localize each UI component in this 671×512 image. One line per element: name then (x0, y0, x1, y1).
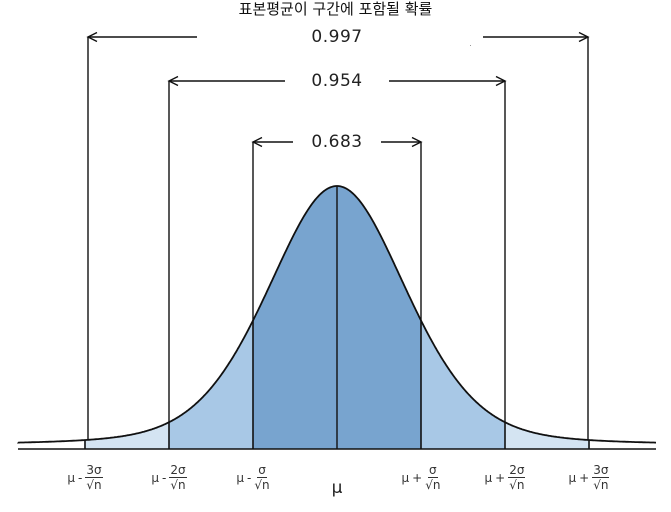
tick-sign: + (495, 471, 506, 485)
stray-dot (470, 45, 471, 46)
tick-numerator: 2σ (508, 463, 526, 478)
interval-arrowhead (578, 31, 590, 43)
tick-sign: - (247, 471, 252, 485)
interval-arrowhead (167, 75, 179, 87)
tick-mu: μ (236, 471, 245, 485)
tick-denominator: √n (425, 478, 441, 492)
tick-denominator: √n (86, 478, 102, 492)
tick-numerator: 3σ (85, 463, 103, 478)
tick-mu-minus-3sigma: μ - 3σ √n (40, 464, 130, 492)
diagram-title: 표본평균이 구간에 포함될 확률 (238, 0, 433, 18)
probability-3-sigma: 0.997 (311, 27, 363, 47)
tick-sign: + (412, 471, 423, 485)
interval-arrowhead (411, 136, 423, 148)
tick-numerator: 3σ (592, 463, 610, 478)
probability-2-sigma: 0.954 (311, 71, 363, 91)
tick-denominator: √n (170, 478, 186, 492)
tick-sign: - (162, 471, 167, 485)
sigma-lines (84, 186, 590, 449)
tick-mu-plus-sigma: μ + σ √n (376, 463, 466, 493)
tick-mu: μ (67, 471, 76, 485)
tick-mu-minus-sigma: μ - σ √n (208, 463, 298, 493)
tick-numerator: 2σ (169, 463, 187, 478)
curve-outline (17, 185, 656, 444)
tick-mu: μ (484, 471, 493, 485)
tick-denominator: √n (254, 478, 270, 492)
interval-arrows (86, 31, 590, 440)
tick-denominator: √n (593, 478, 609, 492)
interval-arrowhead (86, 31, 98, 43)
tick-sign: + (579, 471, 590, 485)
tick-mu: μ (401, 471, 410, 485)
probability-1-sigma: 0.683 (311, 132, 363, 152)
interval-arrowhead (251, 136, 263, 148)
tick-mu: μ (568, 471, 577, 485)
tick-mu-plus-2sigma: μ + 2σ √n (460, 464, 550, 492)
interval-arrowhead (495, 75, 507, 87)
tick-sign: - (78, 471, 83, 485)
tick-denominator: √n (509, 478, 525, 492)
center-mu-label: μ (331, 478, 343, 498)
tick-mu-minus-2sigma: μ - 2σ √n (124, 464, 214, 492)
tick-mu-plus-3sigma: μ + 3σ √n (544, 464, 634, 492)
tick-mu: μ (151, 471, 160, 485)
tick-numerator: σ (428, 463, 438, 478)
tick-numerator: σ (257, 463, 267, 478)
